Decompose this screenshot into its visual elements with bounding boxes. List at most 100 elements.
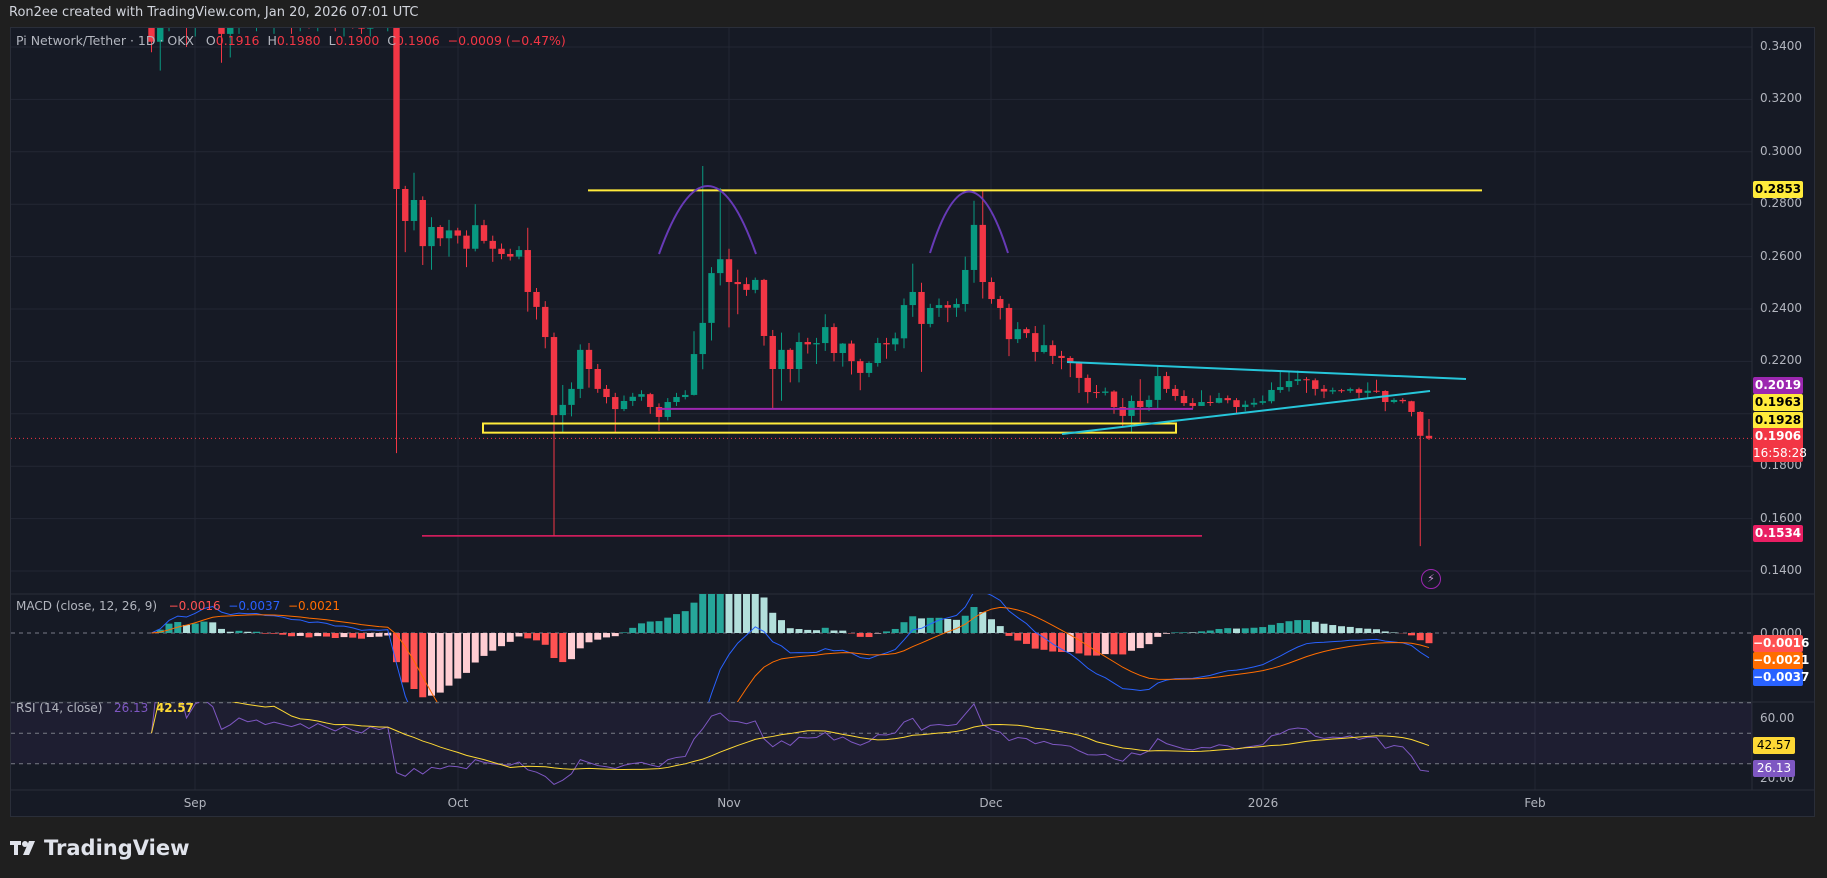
- macd-hist-bar: [515, 633, 523, 637]
- macd-hist-bar: [524, 633, 532, 639]
- candle: [603, 384, 610, 404]
- price-tick: 0.2200: [1760, 353, 1802, 368]
- tradingview-logo-text: TradingView: [44, 836, 190, 860]
- candle-body: [533, 291, 540, 307]
- price-tick: 0.3200: [1760, 91, 1802, 106]
- macd-hist-bar: [1233, 628, 1240, 633]
- candle-body: [769, 335, 776, 369]
- macd-hist-bar: [235, 630, 243, 633]
- candle-body: [1189, 403, 1196, 406]
- macd-hist-bar: [1276, 623, 1284, 633]
- candle: [874, 337, 881, 367]
- high-value: 0.1980: [276, 33, 321, 48]
- candle: [498, 243, 505, 260]
- rsi-ma-tag: 42.57: [1753, 737, 1795, 754]
- candle: [787, 348, 794, 383]
- candle: [935, 298, 943, 317]
- candle-body: [1338, 390, 1345, 392]
- candle-body: [157, 28, 164, 42]
- macd-hist-bar: [646, 621, 654, 633]
- candle: [1172, 384, 1179, 401]
- candle-body: [358, 28, 365, 29]
- candle-body: [734, 282, 741, 285]
- candle-body: [1014, 329, 1021, 340]
- macd-legend[interactable]: MACD (close, 12, 26, 9) −0.0016 −0.0037 …: [16, 599, 340, 613]
- close-label: C: [387, 33, 396, 48]
- candle-body: [376, 16, 382, 21]
- candle: [297, 13, 303, 32]
- candle: [760, 278, 768, 346]
- candle-body: [1032, 333, 1039, 352]
- candle: [166, 0, 172, 32]
- candle-body: [795, 342, 803, 369]
- candle: [489, 235, 496, 262]
- candle: [385, 16, 391, 32]
- macd-hist-bar: [1049, 633, 1057, 652]
- candle-body: [725, 259, 733, 283]
- candle-body: [577, 349, 584, 389]
- candle: [1390, 398, 1398, 404]
- candle: [830, 323, 838, 362]
- candle-body: [350, 16, 356, 24]
- candle: [612, 392, 619, 433]
- candle-body: [550, 337, 558, 416]
- macd-hist-bar: [550, 633, 558, 659]
- macd-hist-bar: [1311, 621, 1319, 633]
- macd-hist-bar: [1303, 620, 1310, 633]
- price-tag-value: 0.2019: [1754, 378, 1802, 392]
- candle-body: [839, 343, 846, 354]
- macd-hist-bar: [1346, 626, 1354, 633]
- lightning-icon[interactable]: ⚡: [1421, 569, 1441, 589]
- candle-body: [1172, 388, 1179, 396]
- macd-hist-bar: [244, 631, 252, 633]
- candle-body: [655, 406, 663, 417]
- macd-hist-bar: [183, 624, 190, 633]
- candle-body: [883, 343, 890, 345]
- macd-hist-bar: [463, 633, 470, 673]
- macd-hist-bar: [769, 612, 777, 633]
- candle-body: [1154, 376, 1161, 400]
- macd-hist-bar: [375, 633, 383, 637]
- candle: [1119, 398, 1126, 427]
- candle: [708, 267, 715, 341]
- rsi-legend[interactable]: RSI (14, close) 26.13 42.57: [16, 701, 194, 715]
- candle-body: [385, 16, 391, 21]
- candle: [445, 219, 453, 257]
- candle: [559, 384, 566, 434]
- candle: [343, 28, 345, 37]
- candle: [1259, 395, 1266, 405]
- candle-body: [1084, 377, 1091, 393]
- symbol-name[interactable]: Pi Network/Tether · 1D · OKX: [16, 33, 194, 48]
- candle: [629, 392, 636, 406]
- candle-body: [612, 397, 619, 410]
- macd-hist-bar: [935, 617, 943, 633]
- macd-hist-bar: [830, 630, 838, 633]
- macd-hist-bar: [384, 633, 392, 636]
- macd-hist-bar: [428, 633, 435, 696]
- candle-body: [935, 305, 943, 308]
- candle: [673, 392, 680, 406]
- macd-hist-bar: [1014, 633, 1022, 641]
- macd-hist-bar: [445, 633, 453, 686]
- candle: [1224, 395, 1231, 404]
- candle-body: [166, 0, 172, 21]
- candle-body: [813, 343, 820, 345]
- chart-panel[interactable]: [10, 27, 1815, 817]
- candle-body: [297, 13, 303, 21]
- candle-body: [892, 338, 899, 345]
- macd-hist-bar: [655, 621, 663, 633]
- candle: [1250, 398, 1258, 408]
- macd-hist-bar: [629, 627, 637, 633]
- macd-hist-bar: [1320, 623, 1328, 633]
- candle: [1338, 388, 1345, 393]
- macd-hist-bar: [1294, 620, 1302, 633]
- macd-hist-bar: [1128, 633, 1135, 651]
- candle-body: [1408, 401, 1415, 412]
- candle-body: [787, 349, 794, 369]
- candle: [568, 382, 575, 417]
- macd-hist-bar: [366, 633, 374, 638]
- candle: [280, 0, 286, 21]
- candle-body: [1093, 392, 1100, 394]
- candle-body: [1250, 402, 1258, 405]
